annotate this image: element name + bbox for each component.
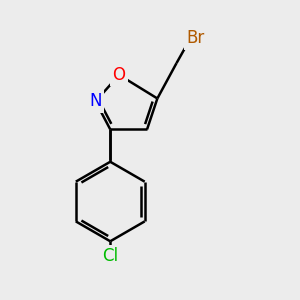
- Text: N: N: [89, 92, 102, 110]
- Text: Br: Br: [187, 29, 205, 47]
- Text: O: O: [112, 66, 126, 84]
- Text: Cl: Cl: [102, 247, 118, 265]
